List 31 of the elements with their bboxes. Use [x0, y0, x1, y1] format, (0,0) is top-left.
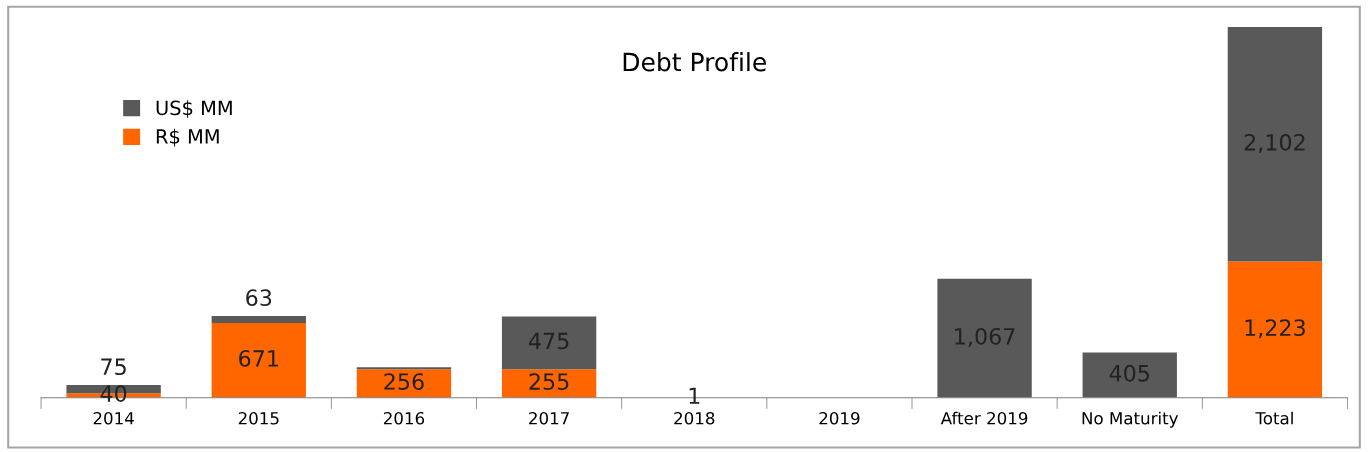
bar — [1227, 27, 1323, 262]
x-tick-label: 2017 — [529, 411, 569, 425]
x-tick-label: 2018 — [674, 411, 715, 425]
data-label: 671 — [239, 350, 278, 367]
x-tick-label: 2016 — [383, 411, 425, 425]
legend-label: R$ MM — [156, 128, 219, 147]
x-tick-label: 2015 — [238, 411, 279, 425]
bar — [937, 278, 1032, 398]
data-label: 75 — [101, 358, 126, 376]
x-tick-label: 2019 — [819, 411, 860, 425]
data-label: 256 — [384, 373, 424, 390]
bar — [501, 369, 597, 398]
text: Debt Profile — [623, 52, 766, 72]
legend-label: US$ MM — [156, 100, 232, 118]
x-tick-label: Total — [1255, 411, 1293, 425]
data-label: 1,223 — [1245, 319, 1305, 339]
data-label: 1,067 — [955, 327, 1015, 348]
data-label: 475 — [528, 332, 569, 350]
x-tick-label: After 2019 — [940, 411, 1028, 425]
bar — [501, 316, 597, 370]
data-label: 405 — [1109, 364, 1150, 382]
data-label: 2,102 — [1244, 133, 1305, 153]
data-label: 255 — [529, 373, 569, 390]
data-label: 63 — [246, 289, 272, 307]
bar — [211, 322, 306, 398]
data-label: 1 — [689, 387, 700, 404]
bar — [211, 315, 306, 323]
x-tick-label: 2014 — [93, 411, 134, 425]
bar — [1082, 352, 1177, 398]
bar — [1227, 261, 1323, 398]
x-tick-label: No Maturity — [1082, 411, 1179, 428]
